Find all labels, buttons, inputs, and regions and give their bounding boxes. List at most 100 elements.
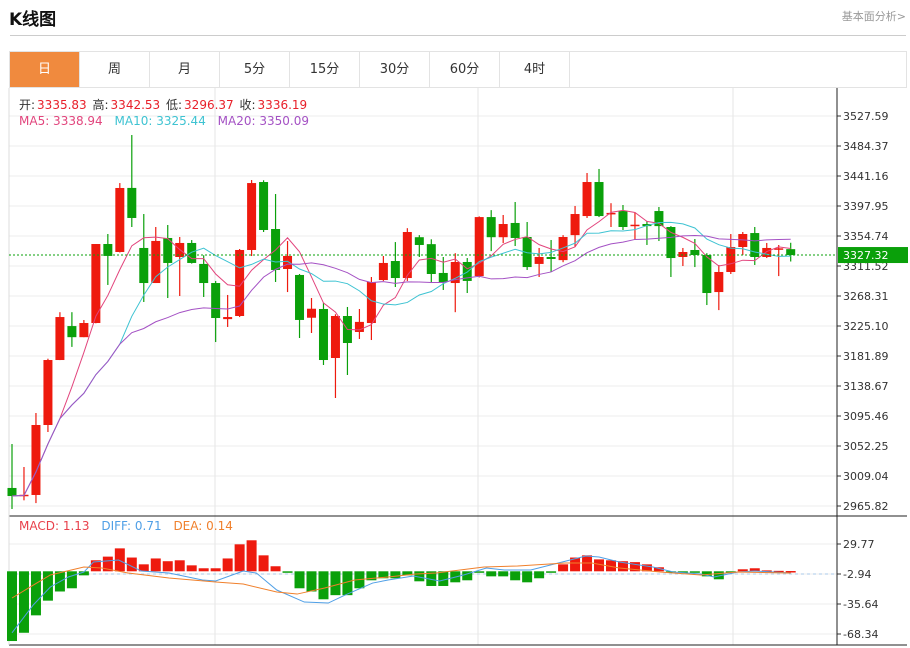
candle-body	[139, 247, 149, 284]
candle-body	[283, 255, 293, 270]
macd-bar	[126, 557, 137, 572]
price-tick-label: 3009.04	[843, 470, 889, 483]
tab-15min[interactable]: 15分	[290, 52, 360, 87]
candle-body	[295, 274, 305, 320]
ma5-line	[11, 209, 791, 497]
candle-body	[199, 263, 209, 284]
current-price-label: 3327.32	[843, 249, 889, 262]
macd-bar	[606, 560, 616, 572]
macd-bar	[18, 571, 29, 633]
candle-body	[450, 261, 460, 284]
ma5-value: MA5: 3338.94	[19, 114, 103, 128]
tab-monthly[interactable]: 月	[150, 52, 220, 87]
macd-bar	[510, 571, 521, 581]
candle-body	[702, 254, 712, 294]
macd-bar	[677, 571, 688, 573]
price-tick-label: 3268.31	[843, 290, 889, 303]
macd-bar	[617, 561, 628, 572]
candle-body	[43, 360, 53, 425]
candle-body	[414, 237, 424, 245]
header-divider	[10, 35, 906, 36]
macd-tick-label: 29.77	[843, 538, 875, 551]
close-label: 收:	[239, 98, 256, 112]
macd-bar	[7, 571, 17, 642]
tab-weekly[interactable]: 周	[80, 52, 150, 87]
macd-bar	[150, 558, 161, 572]
candle-body	[654, 211, 664, 227]
macd-bar	[234, 544, 245, 572]
tab-daily[interactable]: 日	[10, 52, 80, 87]
open-value: 3335.83	[37, 98, 87, 112]
candle-body	[786, 249, 796, 256]
candle-body	[163, 237, 173, 263]
macd-bar	[558, 564, 569, 572]
candle-body	[474, 217, 484, 277]
candle-body	[211, 283, 221, 319]
macd-bar	[186, 565, 197, 572]
macd-bar	[42, 571, 53, 601]
fundamental-analysis-link[interactable]: 基本面分析>	[841, 10, 906, 23]
macd-bar	[222, 558, 233, 572]
macd-bar	[749, 568, 760, 572]
macd-bar	[198, 568, 209, 572]
candle-body	[714, 271, 724, 293]
macd-bar	[701, 571, 712, 577]
period-tabs: 日 周 月 5分 15分 30分 60分 4时	[9, 51, 907, 88]
macd-bar	[342, 571, 353, 596]
macd-bar	[689, 571, 700, 573]
macd-bar	[534, 571, 545, 579]
candle-body	[666, 227, 676, 259]
candle-body	[318, 308, 328, 361]
macd-bar	[462, 571, 473, 581]
candle-body	[498, 224, 508, 238]
tab-30min[interactable]: 30分	[360, 52, 430, 87]
candle-body	[330, 316, 340, 359]
macd-bar	[138, 564, 149, 572]
macd-bar	[210, 568, 221, 572]
tab-4hour[interactable]: 4时	[500, 52, 570, 87]
candle-body	[510, 222, 520, 238]
candle-body	[402, 231, 412, 279]
macd-bar	[390, 571, 401, 579]
candle-body	[390, 261, 400, 279]
ma20-value: MA20: 3350.09	[217, 114, 309, 128]
candle-body	[247, 183, 257, 250]
macd-bar	[737, 569, 748, 572]
candle-body	[630, 224, 640, 227]
macd-bar	[474, 571, 485, 573]
price-tick-label: 2965.82	[843, 500, 889, 513]
price-tick-label: 3441.16	[843, 170, 889, 183]
macd-bar	[282, 571, 293, 573]
candle-body	[534, 256, 544, 264]
price-tick-label: 3181.89	[843, 350, 889, 363]
macd-bar	[330, 571, 341, 596]
macd-bar	[773, 570, 784, 573]
macd-bar	[713, 571, 724, 580]
high-value: 3342.53	[110, 98, 161, 112]
tab-60min[interactable]: 60分	[430, 52, 500, 87]
macd-bar	[761, 570, 772, 572]
macd-bar	[90, 560, 101, 572]
candle-body	[606, 212, 616, 215]
candle-body	[750, 233, 760, 257]
macd-bar	[366, 571, 377, 581]
tab-5min[interactable]: 5分	[220, 52, 290, 87]
ohlc-legend: 开: 3335.83 高: 3342.53 低: 3296.37 收: 3336.19	[19, 96, 309, 113]
diff-line	[11, 555, 791, 634]
ma-legend: MA5: 3338.94 MA10: 3325.44 MA20: 3350.09	[19, 114, 311, 128]
ma10-value: MA10: 3325.44	[114, 114, 206, 128]
candle-body	[79, 323, 89, 338]
macd-bar	[66, 571, 77, 589]
current-price-badge	[838, 247, 908, 264]
macd-bar	[546, 571, 557, 573]
macd-tick-label: -68.34	[843, 628, 878, 641]
ma20-line	[11, 235, 791, 497]
candle-body	[103, 244, 113, 256]
candle-body	[151, 240, 161, 284]
macd-bar	[114, 548, 125, 572]
candle-body	[558, 236, 568, 261]
candle-body	[618, 211, 628, 228]
candle-body	[91, 244, 101, 324]
diff-value: DIFF: 0.71	[101, 519, 162, 533]
